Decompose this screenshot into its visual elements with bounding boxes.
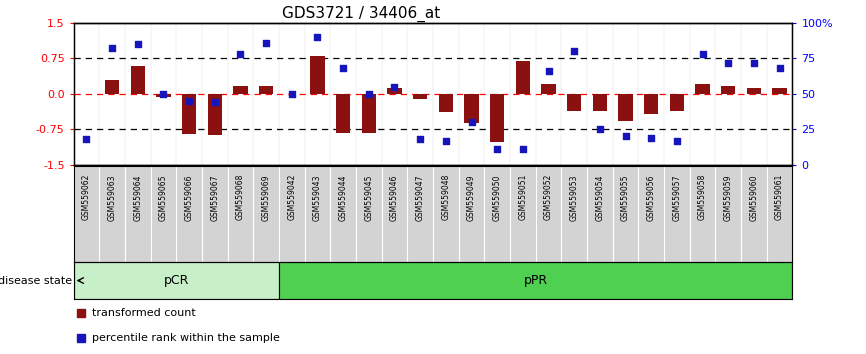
Bar (464, 94, 479, 123)
Bar (310, 56, 325, 94)
Point (413, 136, 427, 142)
Bar (541, 84, 556, 94)
Point (157, 91, 171, 97)
Point (336, 65, 350, 71)
Title: GDS3721 / 34406_at: GDS3721 / 34406_at (282, 5, 440, 22)
Bar (669, 94, 684, 111)
Bar (721, 86, 735, 94)
Bar (105, 80, 120, 94)
Text: pPR: pPR (524, 274, 548, 287)
Text: GSM559066: GSM559066 (184, 174, 194, 221)
Point (131, 41, 145, 47)
Bar (279, 262, 792, 299)
Point (670, 138, 684, 143)
Text: GSM559042: GSM559042 (288, 174, 296, 221)
Point (439, 138, 453, 143)
Point (285, 91, 299, 97)
Bar (413, 94, 427, 98)
Text: GSM559047: GSM559047 (416, 174, 424, 221)
Bar (74, 262, 279, 299)
Point (618, 133, 632, 139)
Text: GSM559060: GSM559060 (749, 174, 759, 221)
Point (105, 46, 119, 51)
Text: GSM559055: GSM559055 (621, 174, 630, 221)
Point (259, 40, 273, 46)
Bar (567, 94, 581, 111)
Text: GSM559049: GSM559049 (467, 174, 476, 221)
Bar (336, 94, 350, 133)
Point (541, 68, 555, 74)
Point (721, 60, 735, 65)
Text: GSM559063: GSM559063 (107, 174, 117, 221)
Text: GSM559064: GSM559064 (133, 174, 142, 221)
Point (234, 51, 248, 57)
Bar (131, 67, 145, 94)
Bar (772, 88, 786, 94)
Point (695, 51, 709, 57)
Point (490, 146, 504, 152)
Text: GSM559053: GSM559053 (570, 174, 578, 221)
Bar (259, 86, 273, 94)
Text: GSM559044: GSM559044 (339, 174, 347, 221)
Text: GSM559050: GSM559050 (493, 174, 501, 221)
Point (182, 98, 196, 104)
Text: GSM559056: GSM559056 (647, 174, 656, 221)
Text: GSM559059: GSM559059 (724, 174, 733, 221)
Text: GSM559062: GSM559062 (82, 174, 91, 221)
Point (644, 135, 658, 141)
Text: GSM559051: GSM559051 (519, 174, 527, 221)
Text: pCR: pCR (164, 274, 189, 287)
Bar (362, 94, 376, 133)
Point (80, 136, 94, 142)
Text: GSM559048: GSM559048 (442, 174, 450, 221)
Bar (234, 86, 248, 94)
Bar (516, 61, 530, 94)
Point (593, 126, 607, 132)
Text: disease state: disease state (0, 275, 73, 286)
Point (208, 99, 222, 105)
Bar (387, 88, 402, 94)
Bar (182, 94, 197, 134)
Point (311, 34, 325, 40)
Text: GSM559043: GSM559043 (313, 174, 322, 221)
Bar (644, 94, 658, 114)
Point (388, 84, 402, 90)
Text: transformed count: transformed count (92, 308, 196, 318)
Bar (157, 94, 171, 97)
Bar (439, 94, 453, 112)
Bar (490, 94, 504, 142)
Bar (695, 84, 709, 94)
Bar (593, 94, 607, 111)
Text: GSM559061: GSM559061 (775, 174, 784, 221)
Text: GSM559045: GSM559045 (365, 174, 373, 221)
Point (747, 60, 761, 65)
Point (567, 48, 581, 54)
Text: GSM559052: GSM559052 (544, 174, 553, 221)
Point (516, 146, 530, 152)
Point (362, 91, 376, 97)
Text: GSM559054: GSM559054 (595, 174, 604, 221)
Point (772, 65, 786, 71)
Bar (618, 94, 632, 121)
Text: GSM559069: GSM559069 (262, 174, 271, 221)
Bar (208, 94, 222, 135)
Text: GSM559068: GSM559068 (236, 174, 245, 221)
Text: percentile rank within the sample: percentile rank within the sample (92, 333, 280, 343)
Text: GSM559067: GSM559067 (210, 174, 219, 221)
Text: GSM559065: GSM559065 (159, 174, 168, 221)
Point (464, 119, 478, 125)
Text: GSM559058: GSM559058 (698, 174, 707, 221)
Text: GSM559057: GSM559057 (672, 174, 682, 221)
Text: GSM559046: GSM559046 (390, 174, 399, 221)
Bar (746, 88, 761, 94)
